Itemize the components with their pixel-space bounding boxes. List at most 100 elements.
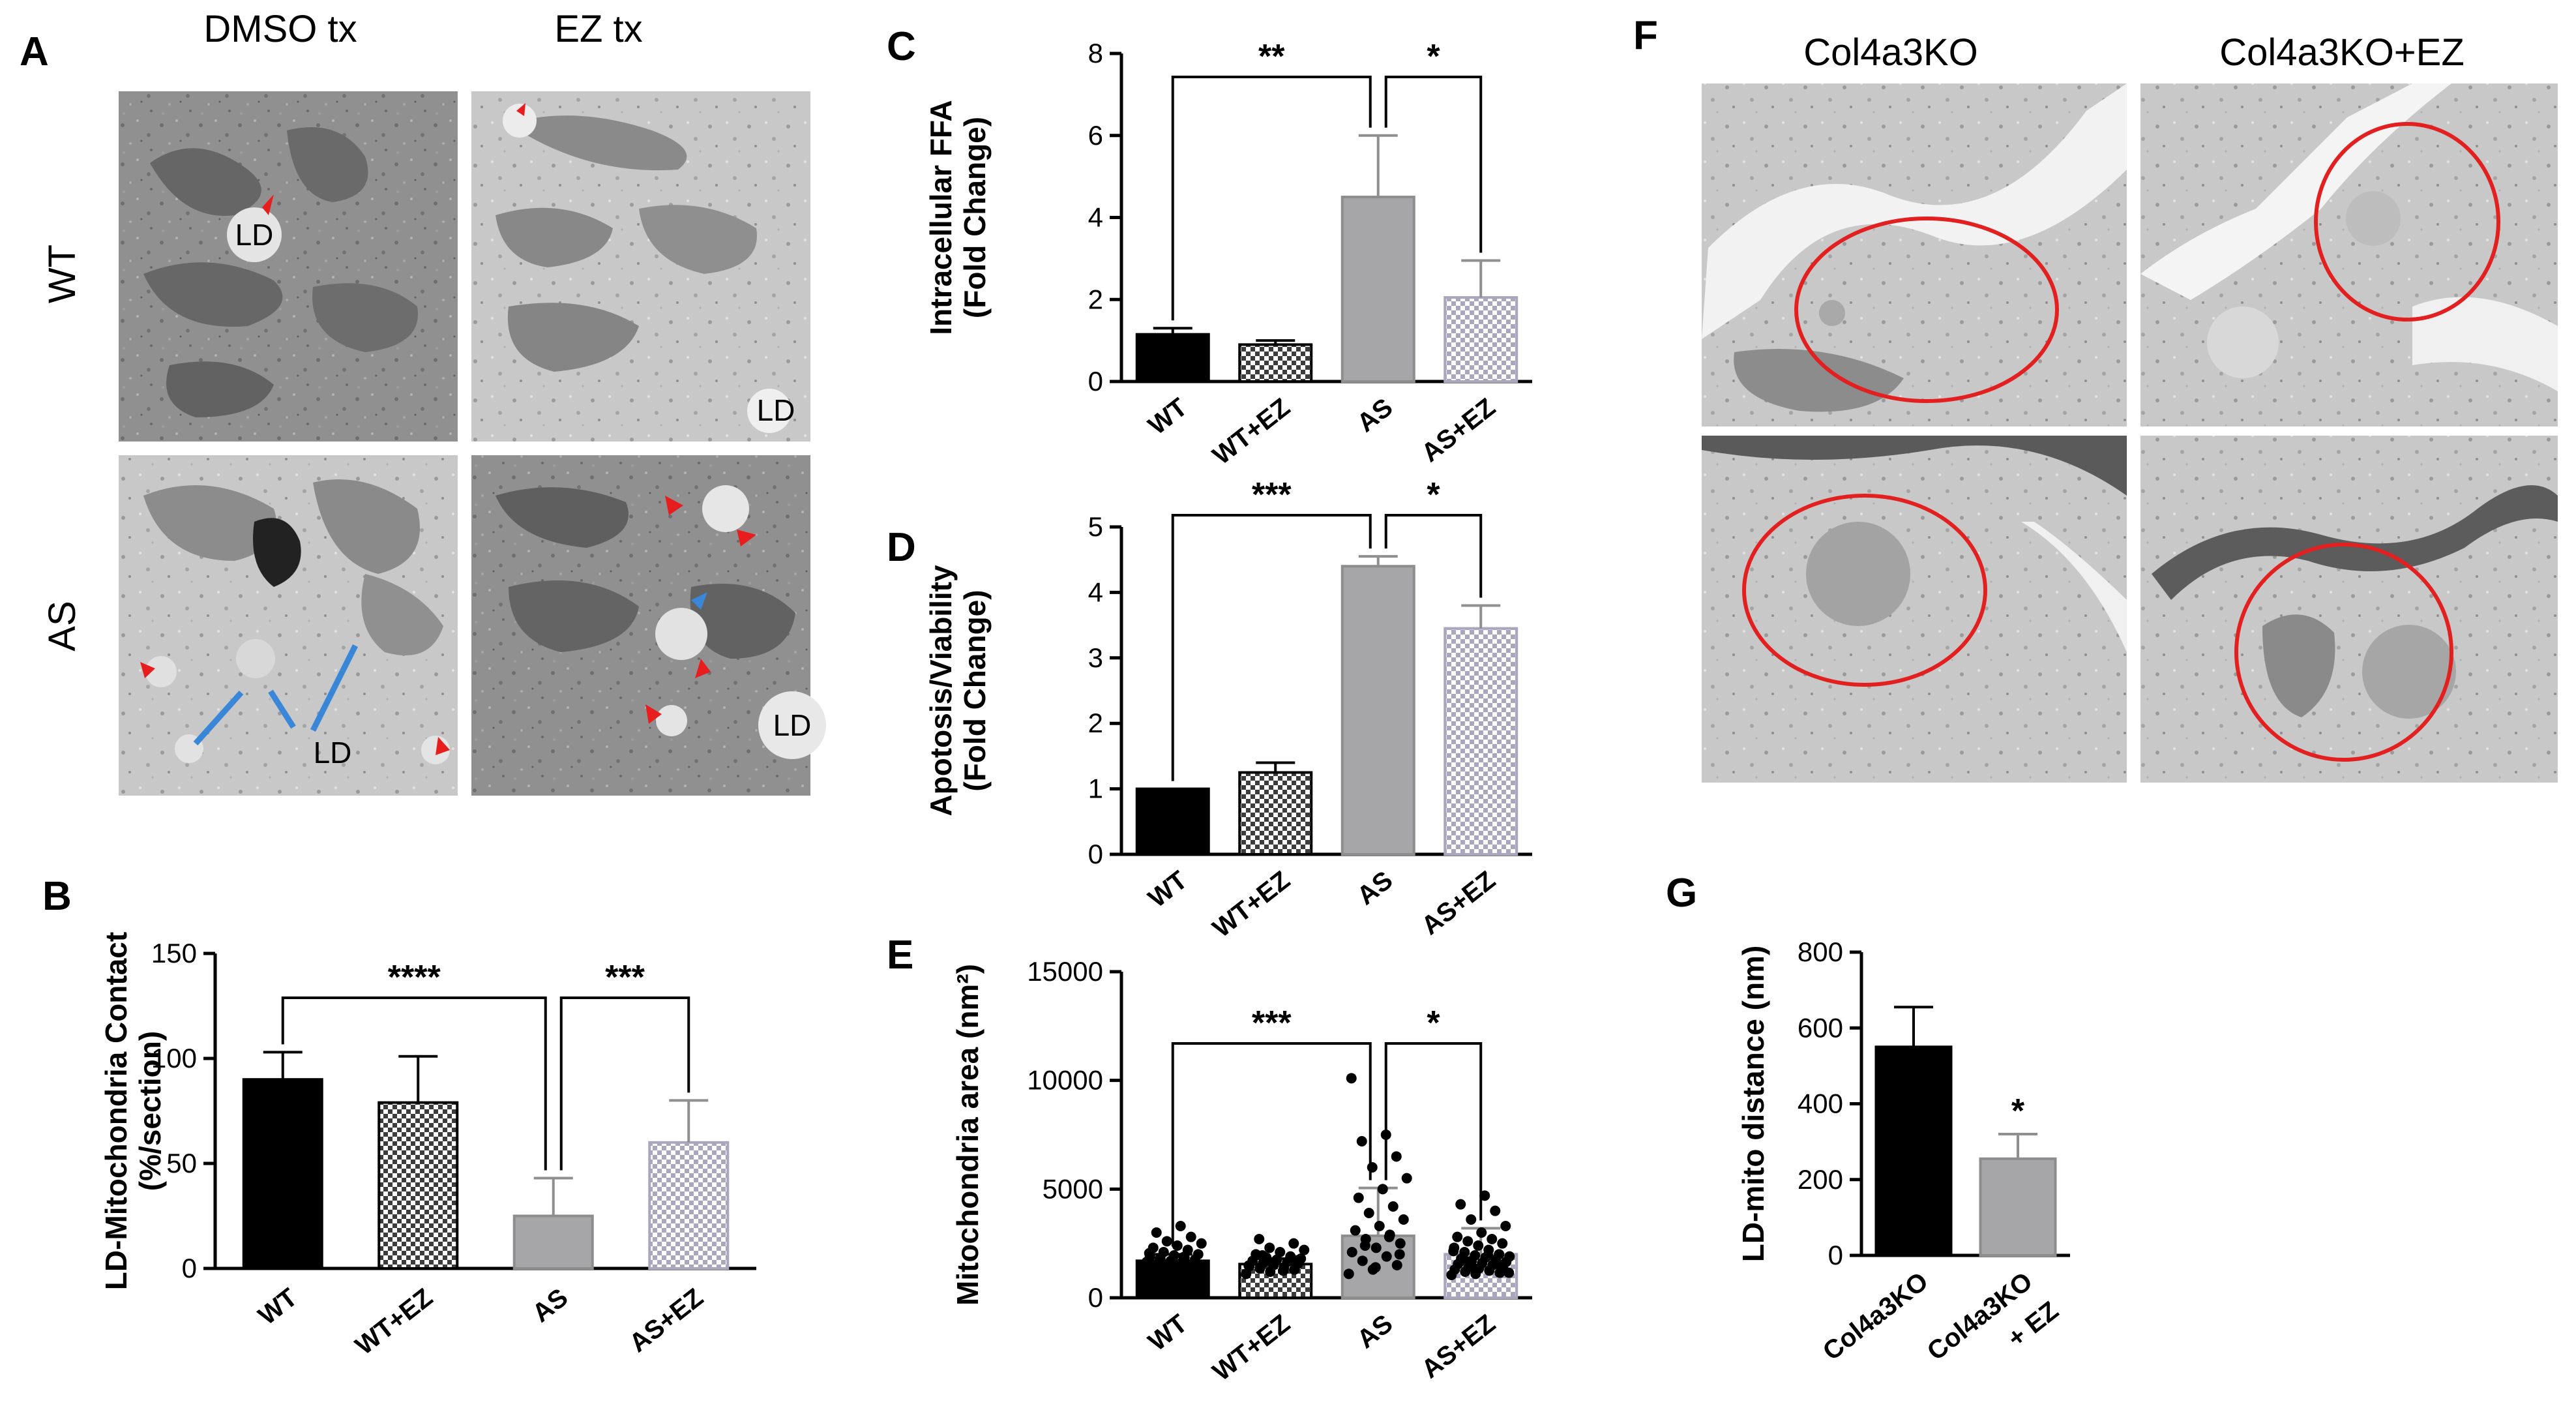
bar: [1135, 333, 1210, 383]
data-point: [1470, 1250, 1481, 1261]
panel-d-label: D: [887, 525, 916, 570]
y-tick-label: 0: [1088, 839, 1103, 869]
bar: [1238, 771, 1313, 856]
data-point: [1267, 1258, 1279, 1269]
em-image-dmso-as: LD: [119, 455, 458, 796]
red-arrow-icon: [516, 103, 526, 116]
significance-label: *: [1427, 1004, 1440, 1042]
data-point: [1346, 1247, 1357, 1257]
data-point: [1384, 1231, 1395, 1242]
y-tick-label: 50: [166, 1148, 197, 1178]
data-point: [1395, 1238, 1406, 1249]
data-point: [1466, 1214, 1477, 1225]
data-point: [1490, 1205, 1501, 1216]
red-arrow-icon: [695, 659, 711, 678]
bar: [1238, 343, 1313, 383]
em-image-dmso-wt: LD: [119, 91, 458, 442]
category-label: AS+EZ: [1416, 865, 1501, 940]
significance-label: *: [1427, 476, 1440, 514]
significance-bracket: [281, 996, 547, 1171]
data-point: [1367, 1162, 1378, 1173]
y-tick-label: 200: [1798, 1164, 1843, 1195]
em-image-col4a3ko-ez-1: [2140, 83, 2558, 427]
data-point: [1299, 1244, 1310, 1255]
y-tick-label: 4: [1088, 577, 1103, 607]
data-point: [1178, 1251, 1189, 1263]
ld-label-a4: LD: [773, 708, 812, 742]
data-point: [1275, 1247, 1286, 1257]
chart-g: 0 200 400 600 800 LD-mito distance (nm) Col4a3…: [1736, 936, 2070, 1366]
em-image-col4a3ko-ez-2: [2140, 436, 2558, 783]
bar: [1443, 296, 1518, 383]
bar: [1340, 196, 1415, 383]
data-point: [1264, 1242, 1275, 1253]
y-axis-title: Mitochondria area (nm²): [951, 964, 985, 1306]
red-circle-marker: [2314, 122, 2500, 322]
significance-bracket: [1384, 76, 1483, 253]
y-tick-label: 15000: [1027, 956, 1103, 987]
blue-arrow-icon: [193, 644, 359, 746]
category-label: AS: [1352, 1309, 1398, 1354]
bar: [1340, 565, 1415, 856]
ld-label-a1: LD: [235, 218, 274, 252]
data-point: [1346, 1073, 1357, 1084]
blue-arrow-icon: [691, 592, 707, 610]
data-point: [1254, 1234, 1265, 1244]
data-point: [1391, 1260, 1402, 1270]
data-point: [1469, 1263, 1480, 1274]
data-point: [1504, 1251, 1515, 1262]
category-label: AS+EZ: [1416, 1309, 1501, 1384]
chart-c: 0 2 4 6 8 Intracellular FFA (Fold Change) WT WT+…: [924, 38, 1532, 470]
category-label: AS: [1352, 865, 1398, 910]
category-label: AS: [527, 1283, 573, 1328]
data-point: [1292, 1255, 1303, 1266]
red-circle-marker: [2234, 543, 2453, 762]
data-point: [1161, 1236, 1172, 1247]
y-tick-label: 800: [1798, 936, 1843, 967]
data-point: [1476, 1227, 1487, 1238]
significance-label: ***: [1252, 1004, 1292, 1042]
data-point: [1164, 1260, 1176, 1270]
data-point: [1359, 1240, 1370, 1251]
y-tick-label: 2: [1088, 708, 1103, 738]
bar: [1443, 627, 1518, 856]
category-label: WT+EZ: [1207, 1309, 1295, 1386]
data-point: [1458, 1254, 1470, 1265]
data-point: [1391, 1151, 1402, 1162]
y-tick-label: 2: [1088, 284, 1103, 314]
em-image-ez-as: LD: [471, 455, 826, 796]
y-tick-label: 5000: [1043, 1173, 1103, 1204]
y-tick-label: 5: [1088, 511, 1103, 542]
significance-bracket: [1171, 514, 1372, 781]
category-label: WT+EZ: [350, 1283, 438, 1360]
data-point: [1243, 1260, 1254, 1271]
data-point: [1473, 1240, 1484, 1251]
data-point: [1154, 1253, 1165, 1265]
panel-e-label: E: [887, 933, 913, 978]
y-tick-label: 3: [1088, 642, 1103, 673]
panel-f-label: F: [1633, 13, 1658, 58]
y-tick-label: 0: [1828, 1240, 1843, 1270]
panel-f: F Col4a3KO Col4a3KO+EZ: [1633, 13, 2558, 783]
data-point: [1381, 1251, 1392, 1262]
data-point: [1151, 1227, 1162, 1238]
data-point: [1493, 1259, 1504, 1270]
bar: [512, 1214, 594, 1270]
data-point: [1483, 1250, 1494, 1261]
y-axis-title: (Fold Change): [958, 590, 992, 791]
data-point: [1356, 1136, 1367, 1146]
y-axis-title: (Fold Change): [958, 117, 992, 318]
red-arrow-icon: [665, 496, 683, 515]
significance-bracket: [1384, 1042, 1483, 1221]
red-arrow-icon: [737, 530, 756, 547]
panel-a-col-header-1: DMSO tx: [203, 8, 357, 50]
panel-a-row-header-1: WT: [41, 245, 83, 303]
panel-a: A DMSO tx EZ tx WT AS LD LD: [20, 8, 826, 796]
data-point: [1398, 1214, 1409, 1225]
y-tick-label: 10000: [1027, 1065, 1103, 1096]
y-tick-label: 4: [1088, 202, 1103, 233]
red-circle-marker: [1742, 494, 1987, 687]
data-point: [1144, 1248, 1155, 1259]
em-image-ez-wt: LD: [471, 91, 810, 442]
